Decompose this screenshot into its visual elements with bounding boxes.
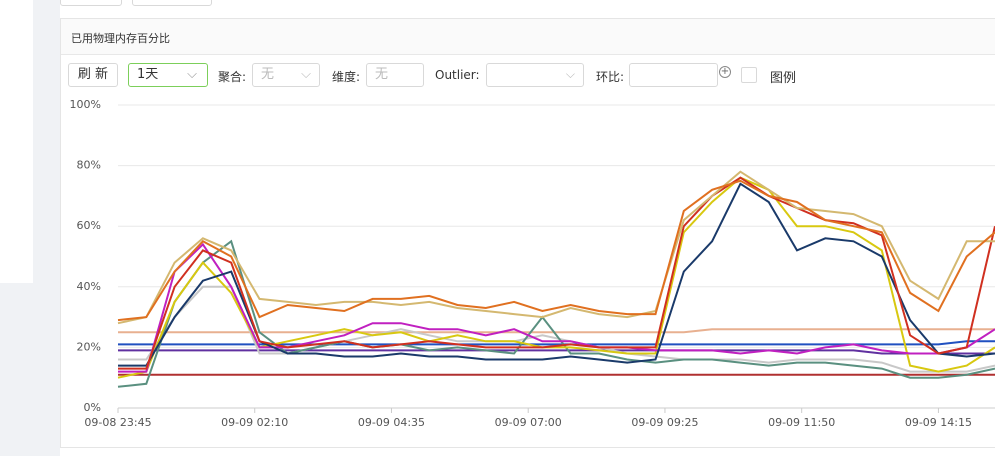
y-tick-label: 60% (77, 219, 101, 232)
series-line (117, 170, 995, 325)
panel: 已用物理内存百分比 (60, 18, 995, 448)
top-button[interactable] (132, 0, 212, 6)
y-tick-label: 80% (77, 159, 101, 172)
x-tick-label: 09-09 14:15 (905, 416, 972, 429)
x-tick-label: 09-09 04:35 (358, 416, 425, 429)
series-line (117, 179, 995, 322)
dim-value: 无 (375, 67, 389, 82)
sidebar-block (0, 283, 33, 456)
ratio-label: 环比: (596, 70, 625, 84)
gutter (33, 0, 60, 456)
chevron: ⌵ (187, 67, 197, 82)
chevron: ⌵ (301, 67, 311, 82)
x-tick-label: 09-09 09:25 (631, 416, 698, 429)
series-line (118, 349, 995, 355)
y-tick-label: 40% (77, 280, 101, 293)
range-value: 1天 (137, 67, 159, 82)
refresh-button[interactable]: 刷 新 (68, 63, 118, 87)
agg-select[interactable]: 无 ⌵ (252, 63, 320, 87)
dim-input[interactable]: 无 (366, 63, 424, 87)
dim-label: 维度: (332, 70, 361, 84)
series-line (118, 328, 995, 334)
top-button[interactable] (60, 0, 122, 6)
outlier-select[interactable]: ⌵ (486, 63, 584, 87)
x-tick-label: 09-08 23:45 (84, 416, 151, 429)
agg-value: 无 (261, 67, 275, 82)
panel-title: 已用物理内存百分比 (61, 19, 995, 55)
ratio-input[interactable] (629, 63, 718, 87)
legend-label: 图例 (770, 71, 797, 86)
range-select[interactable]: 1天 ⌵ (128, 63, 208, 87)
series-line (117, 239, 995, 388)
y-tick-label: 0% (84, 401, 101, 414)
outlier-label: Outlier: (435, 68, 480, 82)
agg-label: 聚合: (218, 70, 247, 84)
series-line (118, 242, 995, 373)
y-tick-label: 100% (70, 98, 101, 111)
x-tick-label: 09-09 07:00 (495, 416, 562, 429)
x-tick-label: 09-09 02:10 (221, 416, 288, 429)
add-icon[interactable]: + (719, 66, 731, 78)
y-tick-label: 20% (77, 340, 101, 353)
series-line (117, 176, 995, 379)
series-line (118, 176, 995, 370)
x-tick-label: 09-09 11:50 (768, 416, 835, 429)
chevron: ⌵ (565, 67, 575, 81)
series-line (118, 285, 995, 373)
legend-checkbox[interactable] (741, 67, 757, 83)
